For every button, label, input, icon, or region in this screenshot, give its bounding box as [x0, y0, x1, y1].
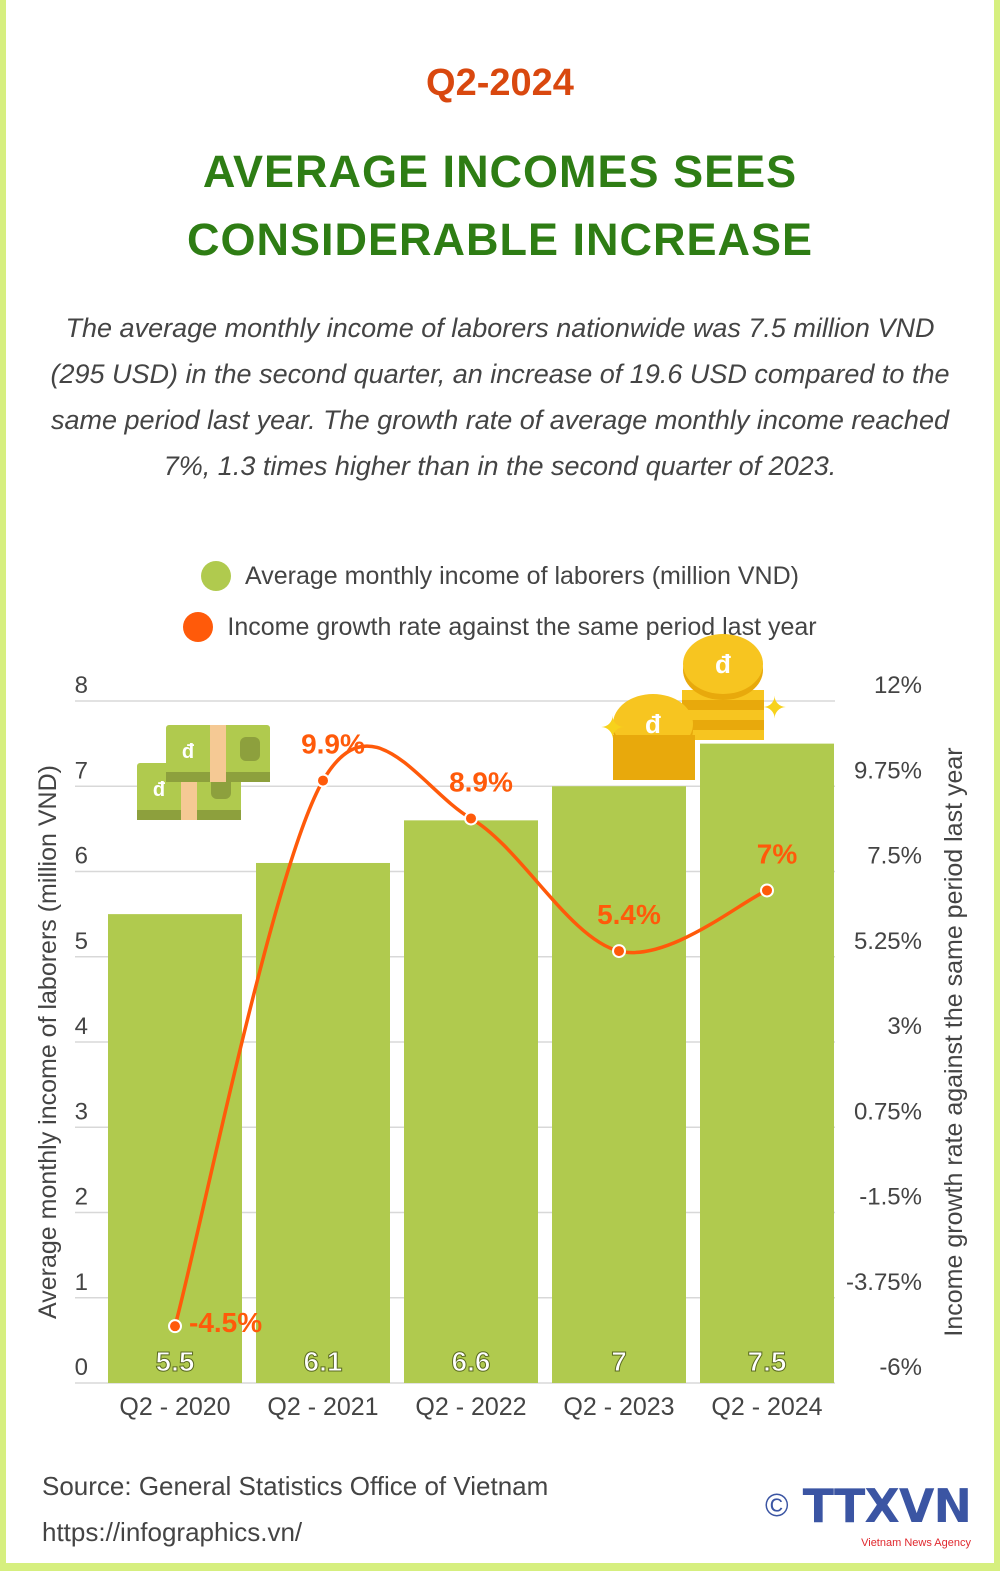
- x-tick-label: Q2 - 2020: [119, 1393, 230, 1421]
- period-heading: Q2-2024: [426, 62, 574, 104]
- svg-text:đ: đ: [715, 649, 731, 679]
- y-right-tick-label: -1.5%: [859, 1184, 922, 1211]
- growth-line: [173, 744, 768, 1327]
- y-left-tick-label: 8: [75, 672, 88, 699]
- y-left-tick-label: 5: [75, 928, 88, 955]
- logo-text: TTXVN: [802, 1479, 972, 1533]
- page-title: AVERAGE INCOMES SEES CONSIDERABLE INCREA…: [0, 138, 1000, 274]
- bar: [404, 820, 538, 1383]
- growth-value-label: 7%: [757, 838, 798, 869]
- growth-point: [464, 811, 478, 826]
- svg-text:đ: đ: [645, 709, 661, 739]
- growth-point: [760, 883, 774, 898]
- bar-value-label: 7.5: [748, 1346, 787, 1377]
- y-right-tick-label: 5.25%: [854, 928, 922, 955]
- bar: [552, 786, 686, 1383]
- y-left-tick-label: 6: [75, 843, 88, 870]
- bar: [700, 743, 834, 1383]
- y-left-tick-label: 3: [75, 1098, 88, 1125]
- source-url[interactable]: https://infographics.vn/: [42, 1517, 303, 1547]
- y-right-tick-label: 12%: [874, 672, 922, 699]
- source-text: Source: General Statistics Office of Vie…: [42, 1471, 549, 1501]
- bar: [108, 914, 242, 1383]
- y-right-tick-label: 7.5%: [867, 843, 922, 870]
- x-tick-label: Q2 - 2022: [415, 1393, 526, 1421]
- title-line-1: AVERAGE INCOMES SEES: [202, 146, 798, 197]
- bar: [256, 862, 390, 1383]
- growth-point: [612, 944, 626, 959]
- legend-item-bar: Average monthly income of laborers (mill…: [0, 560, 1000, 592]
- sparkle-icon: ✦: [762, 692, 787, 725]
- sparkle-icon: ✦: [600, 712, 625, 745]
- legend-label-bar: Average monthly income of laborers (mill…: [245, 562, 799, 590]
- coin-stack: [613, 735, 695, 780]
- logo-subtitle: Vietnam News Agency: [861, 1537, 971, 1549]
- bar-value-label: 7: [611, 1346, 627, 1377]
- growth-value-label: 9.9%: [301, 729, 365, 760]
- svg-text:đ: đ: [153, 779, 166, 801]
- x-tick-label: Q2 - 2021: [267, 1393, 378, 1421]
- bar-value-label: 5.5: [156, 1346, 195, 1377]
- y-axis-left-label: Average monthly income of laborers (mill…: [34, 765, 62, 1319]
- coin-stack: [682, 720, 764, 730]
- y-right-tick-label: -3.75%: [846, 1269, 922, 1296]
- growth-value-label: -4.5%: [189, 1307, 262, 1338]
- y-left-tick-label: 0: [75, 1354, 88, 1381]
- legend-item-line: Income growth rate against the same peri…: [0, 611, 1000, 643]
- coin-stack: [682, 710, 764, 720]
- y-left-tick-label: 7: [75, 757, 88, 784]
- legend-swatch-bar: [201, 561, 232, 591]
- y-right-tick-label: 3%: [887, 1013, 922, 1040]
- coin-stack: [682, 730, 764, 740]
- x-tick-label: Q2 - 2023: [563, 1393, 674, 1421]
- y-left-tick-label: 2: [75, 1184, 88, 1211]
- y-right-tick-label: -6%: [879, 1354, 922, 1381]
- y-left-tick-label: 1: [75, 1269, 88, 1296]
- growth-point: [316, 773, 330, 788]
- banknote-icon: đ: [166, 725, 270, 782]
- y-left-tick-label: 4: [75, 1013, 88, 1040]
- bar-value-label: 6.1: [304, 1346, 343, 1377]
- ttxvn-logo: © TTXVN Vietnam News Agency: [765, 1478, 972, 1550]
- description: The average monthly income of laborers n…: [50, 313, 950, 481]
- title-line-2: CONSIDERABLE INCREASE: [186, 214, 814, 265]
- growth-value-label: 8.9%: [449, 766, 513, 797]
- legend-swatch-line: [183, 612, 214, 642]
- x-tick-label: Q2 - 2024: [711, 1393, 822, 1421]
- coin-icon: đ: [683, 634, 763, 700]
- y-axis-right-label: Income growth rate against the same peri…: [940, 747, 968, 1336]
- bar-value-label: 6.6: [452, 1346, 491, 1377]
- svg-text:đ: đ: [182, 741, 195, 763]
- growth-value-label: 5.4%: [597, 899, 661, 930]
- copyright-icon: ©: [765, 1487, 789, 1523]
- coin-stack: [682, 700, 764, 710]
- y-right-tick-label: 0.75%: [854, 1098, 922, 1125]
- y-right-tick-label: 9.75%: [854, 757, 922, 784]
- growth-point: [168, 1319, 182, 1334]
